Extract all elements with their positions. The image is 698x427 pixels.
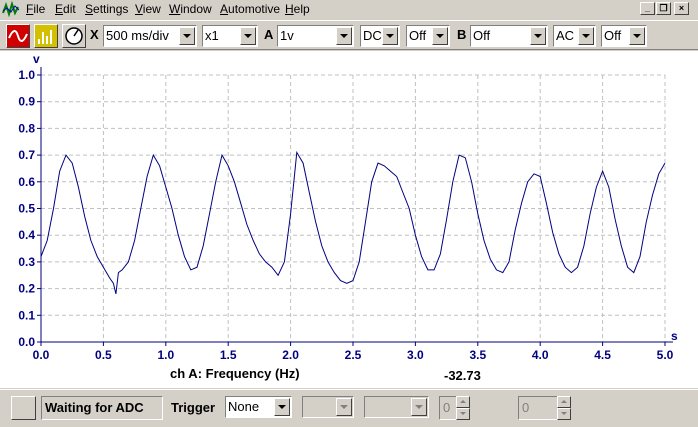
chevron-down-icon [336, 398, 352, 416]
x-tick-label: 1.0 [157, 348, 174, 362]
channel-b-range-value: Off [473, 28, 491, 43]
spin-up-icon [557, 396, 571, 408]
trigger-label: Trigger [171, 400, 216, 415]
y-tick-label: 0.1 [18, 308, 35, 322]
x-multiplier-select[interactable]: x1 [202, 25, 258, 47]
x-multiplier-value: x1 [205, 28, 219, 43]
channel-b-coupling-value: AC [556, 28, 575, 43]
run-stop-icon[interactable] [11, 396, 36, 420]
chevron-down-icon [411, 398, 427, 416]
waveform-app-icon[interactable] [2, 1, 20, 17]
menu-file[interactable]: File [26, 2, 46, 16]
x-tick-label: 3.0 [407, 348, 424, 362]
trigger-mode-value: None [228, 399, 260, 414]
channel-b-extra-value: Off [604, 28, 622, 43]
channel-a-coupling-value: DC [363, 28, 382, 43]
channel-a-extra-select[interactable]: Off [406, 25, 450, 47]
y-tick-label: 0.6 [18, 175, 35, 189]
y-tick-label: 0.2 [18, 282, 35, 296]
spin-up-icon [456, 396, 470, 408]
scope-plot-area[interactable]: 0.0 0.1 0.2 0.3 0.4 0.5 0.6 0.7 0.8 0.9 1.0 0.0 0.5… [0, 51, 698, 388]
trigger-level-value: 0 [443, 400, 451, 415]
x-tick-label: 3.5 [469, 348, 486, 362]
meter-mode-icon[interactable] [62, 24, 86, 48]
y-tick-labels: 0.0 0.1 0.2 0.3 0.4 0.5 0.6 0.7 0.8 0.9 1.0 [18, 68, 35, 349]
measurement-value: -32.73 [444, 368, 481, 383]
y-tick-label: 0.7 [18, 148, 35, 162]
y-tick-label: 0.5 [18, 202, 35, 216]
x-tick-label: 2.0 [282, 348, 299, 362]
spin-down-icon [557, 408, 571, 420]
y-tick-label: 0.9 [18, 95, 35, 109]
x-axis-label: X [90, 27, 99, 42]
y-tick-label: 1.0 [18, 68, 35, 82]
status-text: Waiting for ADC [41, 396, 163, 420]
chevron-down-icon[interactable] [530, 27, 546, 45]
channel-b-coupling-select[interactable]: AC [553, 25, 596, 47]
channel-b-extra-select[interactable]: Off [601, 25, 647, 47]
chevron-down-icon[interactable] [274, 398, 290, 416]
chevron-down-icon[interactable] [629, 27, 645, 45]
menu-settings[interactable]: Settings [85, 2, 129, 16]
trigger-direction-select [364, 396, 429, 418]
chevron-down-icon[interactable] [336, 27, 352, 45]
scope-chart[interactable]: 0.0 0.1 0.2 0.3 0.4 0.5 0.6 0.7 0.8 0.9 1.0 0.0 0.5… [0, 51, 698, 388]
y-tick-label: 0.4 [18, 228, 35, 242]
y-axis-unit-label: v [33, 52, 40, 66]
menu-automotive[interactable]: Automotive [220, 2, 281, 16]
x-tick-label: 0.0 [33, 348, 50, 362]
menu-help[interactable]: Help [285, 2, 310, 16]
channel-a-coupling-select[interactable]: DC [360, 25, 400, 47]
trigger-channel-select [302, 396, 354, 418]
x-tick-label: 2.5 [345, 348, 362, 362]
x-tick-label: 0.5 [95, 348, 112, 362]
chevron-down-icon[interactable] [578, 27, 594, 45]
y-tick-label: 0.3 [18, 255, 35, 269]
trigger-delay-spinner: 0 [518, 396, 571, 420]
minimize-icon[interactable]: _ [640, 2, 655, 15]
restore-icon[interactable]: ❐ [656, 2, 671, 15]
trigger-delay-value: 0 [522, 400, 530, 415]
chevron-down-icon[interactable] [432, 27, 448, 45]
x-tick-label: 1.5 [220, 348, 237, 362]
trigger-level-spin-buttons [456, 396, 470, 420]
menu-window[interactable]: Window [169, 2, 212, 16]
channel-a-trace [40, 150, 666, 295]
channel-a-range-select[interactable]: 1v [277, 25, 354, 47]
channel-a-extra-value: Off [409, 28, 427, 43]
trigger-delay-spin-buttons [557, 396, 571, 420]
x-tick-label: 4.0 [532, 348, 549, 362]
menu-bar: File Edit Settings View Window Automotiv… [0, 0, 698, 19]
x-tick-label: 5.0 [657, 348, 674, 362]
menu-view[interactable]: View [135, 2, 161, 16]
chevron-down-icon[interactable] [382, 27, 398, 45]
y-tick-label: 0.0 [18, 335, 35, 349]
spectrum-mode-icon[interactable] [34, 24, 58, 48]
trigger-level-spinner: 0 [439, 396, 470, 420]
timebase-value: 500 ms/div [106, 28, 169, 43]
grid [41, 74, 666, 342]
chevron-down-icon[interactable] [179, 27, 195, 45]
measurement-label: ch A: Frequency (Hz) [170, 366, 300, 381]
scope-mode-icon[interactable] [6, 24, 30, 48]
status-bar: Waiting for ADC Trigger None 0 0 [0, 389, 698, 427]
toolbar: X 500 ms/div x1 A 1v DC Off B Off AC Off [0, 20, 698, 50]
x-tick-labels: 0.0 0.5 1.0 1.5 2.0 2.5 3.0 3.5 4.0 4.5 5.0 [33, 348, 674, 362]
y-tick-label: 0.8 [18, 121, 35, 135]
trigger-mode-select[interactable]: None [225, 396, 292, 418]
channel-b-range-select[interactable]: Off [470, 25, 548, 47]
x-axis-unit-label: s [671, 329, 678, 343]
channel-a-range-value: 1v [280, 28, 294, 43]
spin-down-icon [456, 408, 470, 420]
chevron-down-icon[interactable] [240, 27, 256, 45]
close-icon[interactable]: × [674, 2, 689, 15]
menu-edit[interactable]: Edit [55, 2, 76, 16]
axes [37, 67, 673, 346]
channel-b-label: B [457, 27, 467, 42]
channel-a-label: A [264, 27, 274, 42]
x-tick-label: 4.5 [594, 348, 611, 362]
timebase-select[interactable]: 500 ms/div [103, 25, 197, 47]
